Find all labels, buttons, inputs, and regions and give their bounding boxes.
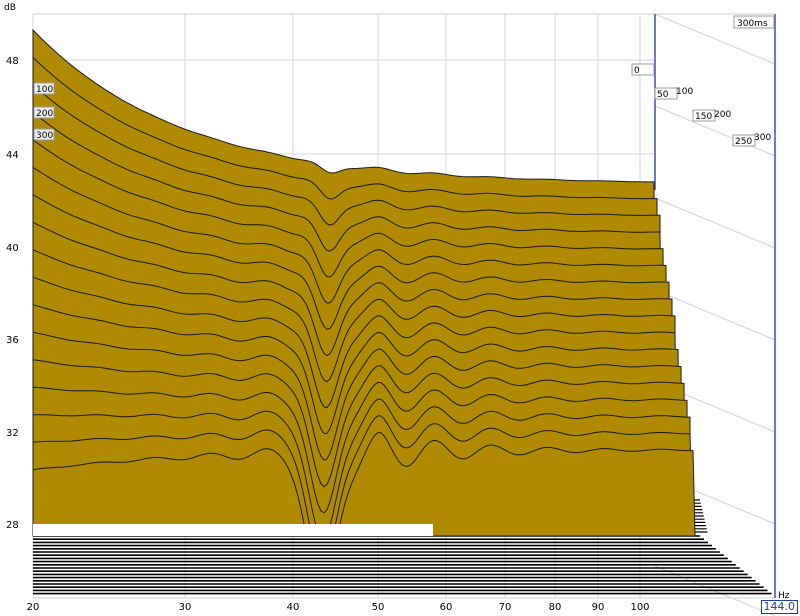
time-label-box (631, 63, 655, 76)
y-tick-label: 36 (6, 335, 19, 346)
y-tick-label: 28 (6, 520, 19, 531)
perspective-line (654, 197, 776, 249)
y-unit-label: dB (4, 3, 16, 13)
cursor-frequency-readout: 144.0 (760, 600, 798, 614)
time-unit-label: 300ms (737, 19, 768, 29)
y-tick-label: 32 (6, 428, 19, 439)
time-label-box (33, 82, 55, 95)
perspective-line (654, 13, 776, 65)
time-tick-right-a: 150 (695, 112, 712, 122)
x-tick-label: 60 (440, 602, 453, 613)
time-tick-right-a: 50 (657, 90, 669, 100)
time-tick-right-b: 200 (714, 110, 731, 120)
x-tick-label: 30 (179, 602, 192, 613)
time-label-box (654, 87, 678, 100)
time-tick-front: 300 (36, 131, 53, 141)
time-label-box (692, 109, 716, 122)
x-tick-label: 90 (592, 602, 605, 613)
perspective-line (654, 289, 776, 341)
time-label-box (732, 134, 756, 147)
y-tick-label: 40 (6, 243, 19, 254)
x-tick-label: 40 (287, 602, 300, 613)
time-tick-front: 200 (36, 109, 53, 119)
time-tick-right-b: 300 (754, 133, 771, 143)
time-tick-front: 100 (36, 85, 53, 95)
time-label-box (33, 128, 55, 141)
time-tick-right-a: 0 (634, 66, 640, 76)
time-tick-right-b: 100 (676, 87, 693, 97)
x-tick-label: 50 (372, 602, 385, 613)
time-tick-right-a: 250 (735, 137, 752, 147)
y-tick-label: 44 (6, 150, 19, 161)
waterfall-slice (32, 432, 696, 537)
x-tick-label: 100 (630, 602, 649, 613)
x-tick-label: 70 (499, 602, 512, 613)
y-tick-label: 48 (6, 56, 19, 67)
x-tick-label: 80 (549, 602, 562, 613)
perspective-line (654, 105, 776, 157)
x-tick-label: 20 (27, 602, 40, 613)
front-base (33, 524, 433, 536)
time-unit-box (733, 15, 775, 29)
time-label-box (33, 106, 55, 119)
x-unit-label: Hz (778, 591, 790, 601)
